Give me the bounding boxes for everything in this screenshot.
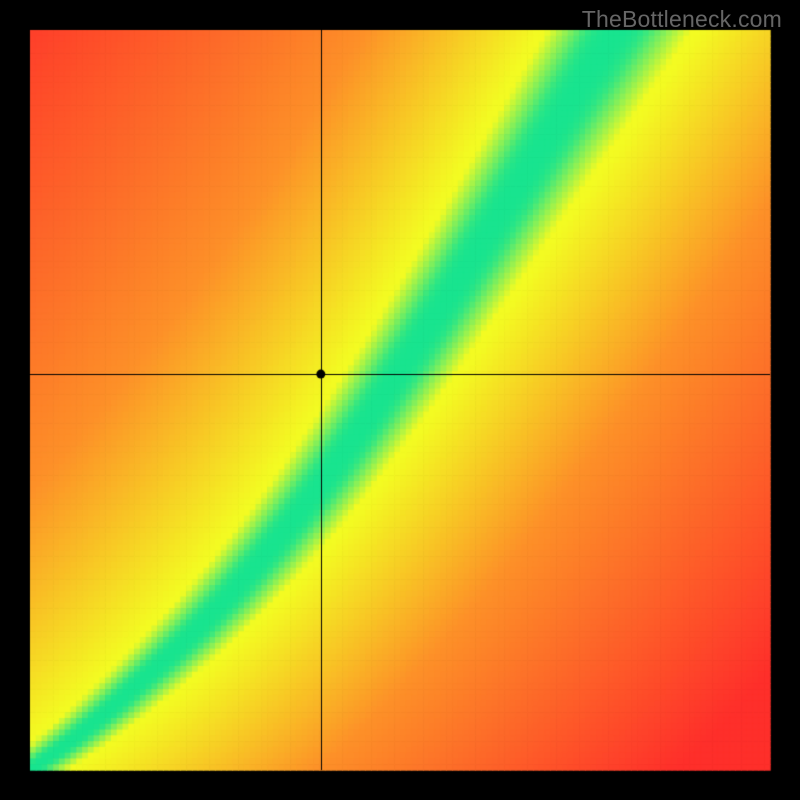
watermark-text: TheBottleneck.com: [582, 6, 782, 33]
heatmap-plot: [0, 0, 800, 800]
